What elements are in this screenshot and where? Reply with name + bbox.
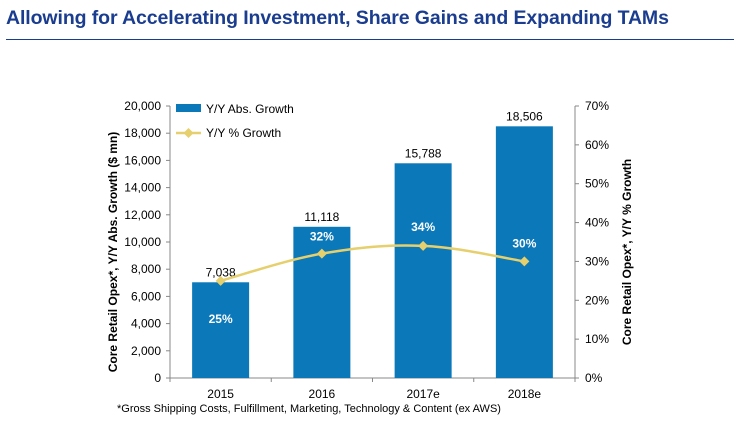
- page-title: Allowing for Accelerating Investment, Sh…: [6, 7, 669, 29]
- x-tick-label: 2018e: [508, 387, 542, 400]
- right-tick-label: 30%: [585, 254, 609, 268]
- bar-value-label: 18,506: [506, 109, 543, 123]
- right-tick-label: 60%: [585, 138, 609, 152]
- chart: 0 2,000 4,000 6,000 8,000 10,000 12,000 14,000 1…: [106, 99, 634, 400]
- left-tick-label: 12,000: [124, 208, 161, 222]
- left-tick-label: 14,000: [124, 181, 161, 195]
- left-tick-label: 16,000: [124, 153, 161, 167]
- left-tick-label: 18,000: [124, 126, 161, 140]
- right-tick-label: 50%: [585, 177, 609, 191]
- title-divider: [6, 39, 734, 40]
- line-point-marker: [519, 256, 530, 267]
- right-tick-label: 40%: [585, 216, 609, 230]
- bar-value-label: 7,038: [206, 265, 236, 279]
- footnote: *Gross Shipping Costs, Fulfillment, Mark…: [117, 403, 501, 415]
- line-value-label: 34%: [411, 220, 435, 234]
- bar-value-label: 11,118: [304, 210, 339, 224]
- line-value-label: 25%: [209, 312, 233, 326]
- line-point-marker: [316, 248, 327, 259]
- legend-bar-swatch: [176, 104, 201, 112]
- bar: [495, 126, 553, 379]
- left-tick-label: 0: [154, 371, 161, 385]
- right-tick-label: 0%: [585, 371, 603, 385]
- line-point-marker: [215, 275, 226, 286]
- legend-bar-label: Y/Y Abs. Growth: [206, 102, 294, 116]
- legend-line-marker: [183, 128, 194, 138]
- bar: [394, 163, 452, 378]
- x-tick-label: 2017e: [406, 387, 440, 400]
- right-tick-label: 20%: [585, 293, 609, 307]
- line-value-label: 30%: [512, 236, 536, 250]
- x-tick-label: 2015: [207, 387, 234, 400]
- x-tick-label: 2016: [309, 387, 336, 400]
- legend-line-label: Y/Y % Growth: [206, 126, 281, 140]
- left-tick-label: 4,000: [131, 317, 161, 331]
- right-tick-label: 70%: [585, 99, 609, 113]
- right-tick-label: 10%: [585, 332, 609, 346]
- bar: [192, 282, 250, 378]
- left-tick-label: 6,000: [131, 289, 161, 303]
- line-point-marker: [418, 240, 429, 251]
- line-value-label: 32%: [310, 230, 334, 244]
- left-tick-label: 20,000: [124, 99, 161, 113]
- y-axis-title: Core Retail Opex*, Y/Y Abs. Growth ($ mn…: [106, 132, 120, 373]
- left-tick-label: 8,000: [131, 262, 161, 276]
- left-tick-label: 10,000: [124, 235, 161, 249]
- bar-value-label: 15,788: [405, 146, 442, 160]
- growth-line: [220, 244, 525, 283]
- left-tick-label: 2,000: [131, 344, 161, 358]
- y2-axis-title: Core Retail Opex*, Y/Y % Growth: [620, 159, 634, 345]
